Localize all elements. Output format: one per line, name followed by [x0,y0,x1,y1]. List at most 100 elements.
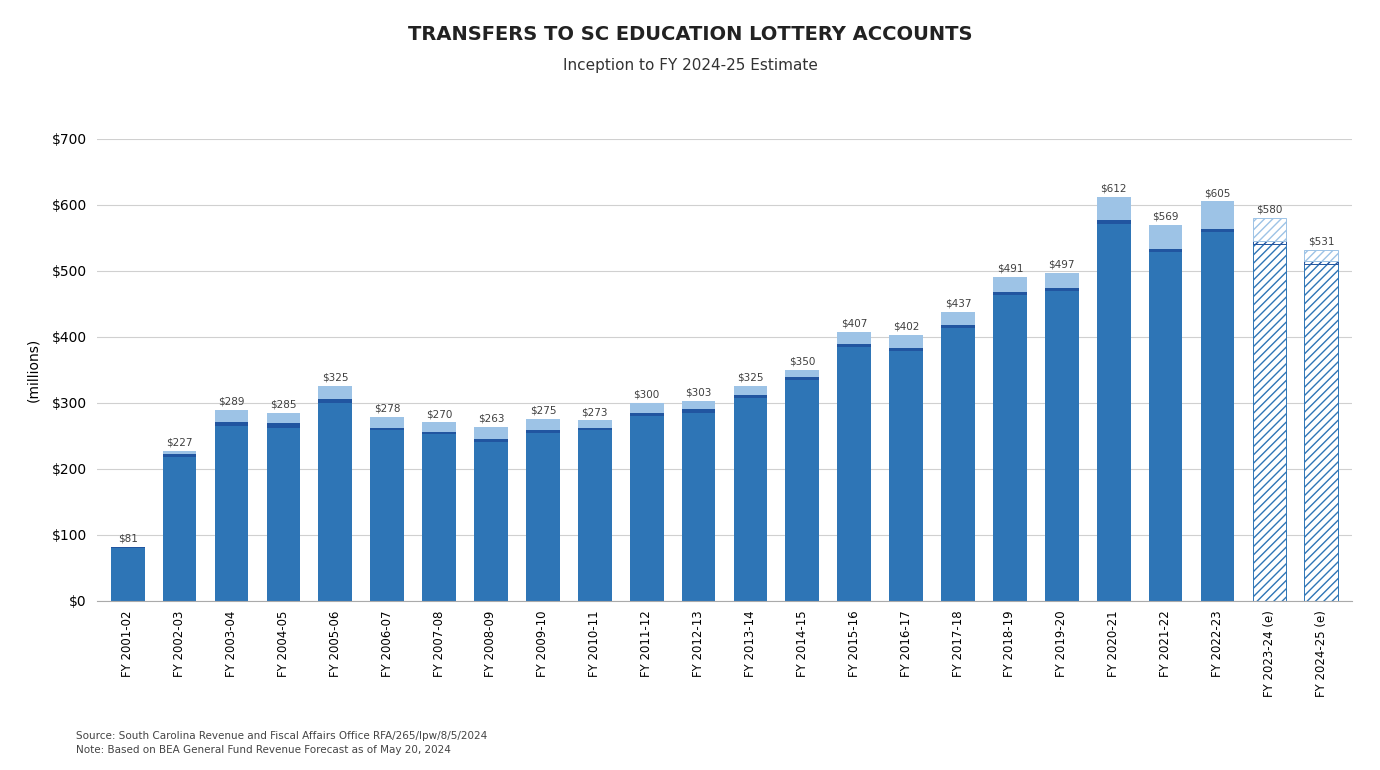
Bar [682,409,715,413]
Text: $303: $303 [686,387,712,397]
Text: $81: $81 [117,534,138,544]
Bar [1097,196,1130,220]
Bar [941,312,974,325]
Bar [1201,201,1234,229]
Bar [1045,273,1079,288]
Bar [629,416,664,601]
Bar [1148,249,1183,252]
Text: $350: $350 [789,357,816,367]
Bar [266,413,301,423]
Text: $437: $437 [945,299,972,309]
Bar [1045,291,1079,601]
Text: TRANSFERS TO SC EDUCATION LOTTERY ACCOUNTS: TRANSFERS TO SC EDUCATION LOTTERY ACCOUN… [407,25,973,44]
Text: $605: $605 [1205,188,1231,198]
Bar [1304,264,1339,601]
Bar [370,430,404,601]
Bar [422,432,455,434]
Bar [422,423,455,432]
Bar [370,427,404,430]
Bar [1253,241,1286,244]
Text: Inception to FY 2024-25 Estimate: Inception to FY 2024-25 Estimate [563,58,817,73]
Bar [215,426,248,601]
Text: $407: $407 [840,319,868,329]
Bar [1148,225,1183,249]
Bar [319,403,352,601]
Bar [475,439,508,441]
Bar [110,548,145,601]
Bar [629,403,664,413]
Bar [682,413,715,601]
Bar [994,295,1027,601]
Bar [1304,261,1339,264]
Bar [1148,252,1183,601]
Bar [163,450,196,454]
Bar [1304,250,1339,261]
Bar [526,430,560,433]
Bar [785,377,820,380]
Text: $325: $325 [322,373,349,383]
Text: $275: $275 [530,406,556,416]
Bar [1201,233,1234,601]
Text: $263: $263 [477,413,504,424]
Bar [578,430,611,601]
Text: $497: $497 [1049,259,1075,270]
Bar [889,348,923,351]
Bar [994,276,1027,292]
Bar [526,433,560,601]
Text: $580: $580 [1256,205,1282,215]
Bar [1201,229,1234,233]
Bar [215,423,248,426]
Text: $270: $270 [426,409,453,419]
Bar [889,335,923,348]
Text: Note: Based on BEA General Fund Revenue Forecast as of May 20, 2024: Note: Based on BEA General Fund Revenue … [76,745,451,755]
Text: $289: $289 [218,397,244,407]
Bar [475,427,508,439]
Bar [1097,224,1130,601]
Bar [578,420,611,427]
Y-axis label: (millions): (millions) [26,337,40,402]
Text: $300: $300 [633,390,660,400]
Bar [475,441,508,601]
Bar [785,380,820,601]
Bar [889,351,923,601]
Bar [163,454,196,457]
Bar [734,395,767,398]
Bar [422,434,455,601]
Text: $491: $491 [996,263,1023,273]
Bar [785,370,820,377]
Bar [319,386,352,400]
Bar [526,419,560,430]
Text: $402: $402 [893,322,919,332]
Text: $273: $273 [581,407,609,417]
Bar [110,547,145,548]
Text: Source: South Carolina Revenue and Fiscal Affairs Office RFA/265/lpw/8/5/2024: Source: South Carolina Revenue and Fisca… [76,732,487,742]
Bar [941,328,974,601]
Text: $325: $325 [737,373,763,383]
Bar [1097,220,1130,224]
Bar [838,347,871,601]
Text: $612: $612 [1100,183,1127,193]
Bar [629,413,664,416]
Bar [682,400,715,409]
Bar [838,332,871,344]
Bar [1045,288,1079,291]
Bar [734,398,767,601]
Bar [370,417,404,427]
Bar [941,325,974,328]
Bar [1253,218,1286,241]
Bar [163,457,196,601]
Bar [319,400,352,403]
Bar [734,386,767,395]
Text: $285: $285 [270,399,297,409]
Bar [266,423,301,427]
Bar [215,410,248,423]
Bar [266,427,301,601]
Text: $227: $227 [167,437,193,447]
Bar [994,292,1027,295]
Text: $278: $278 [374,403,400,413]
Bar [578,427,611,430]
Bar [1253,244,1286,601]
Text: $569: $569 [1152,212,1179,222]
Bar [838,344,871,347]
Text: $531: $531 [1308,237,1334,247]
